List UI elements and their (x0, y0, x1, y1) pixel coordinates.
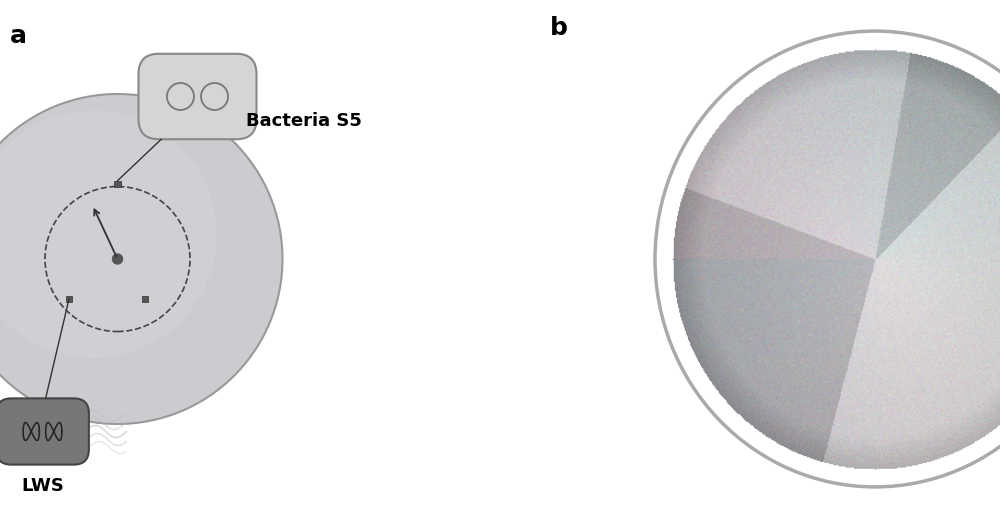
Circle shape (167, 83, 194, 110)
FancyBboxPatch shape (0, 398, 89, 465)
Circle shape (201, 83, 228, 110)
FancyBboxPatch shape (138, 54, 256, 139)
Text: Bacteria S5: Bacteria S5 (246, 111, 362, 130)
Bar (114, 181, 121, 187)
Circle shape (112, 254, 122, 264)
Text: LWS: LWS (21, 477, 64, 495)
Text: a: a (10, 24, 27, 48)
Text: b: b (550, 16, 568, 39)
Circle shape (0, 94, 283, 424)
Circle shape (0, 110, 216, 358)
Bar (66, 296, 72, 302)
Bar (142, 296, 148, 302)
